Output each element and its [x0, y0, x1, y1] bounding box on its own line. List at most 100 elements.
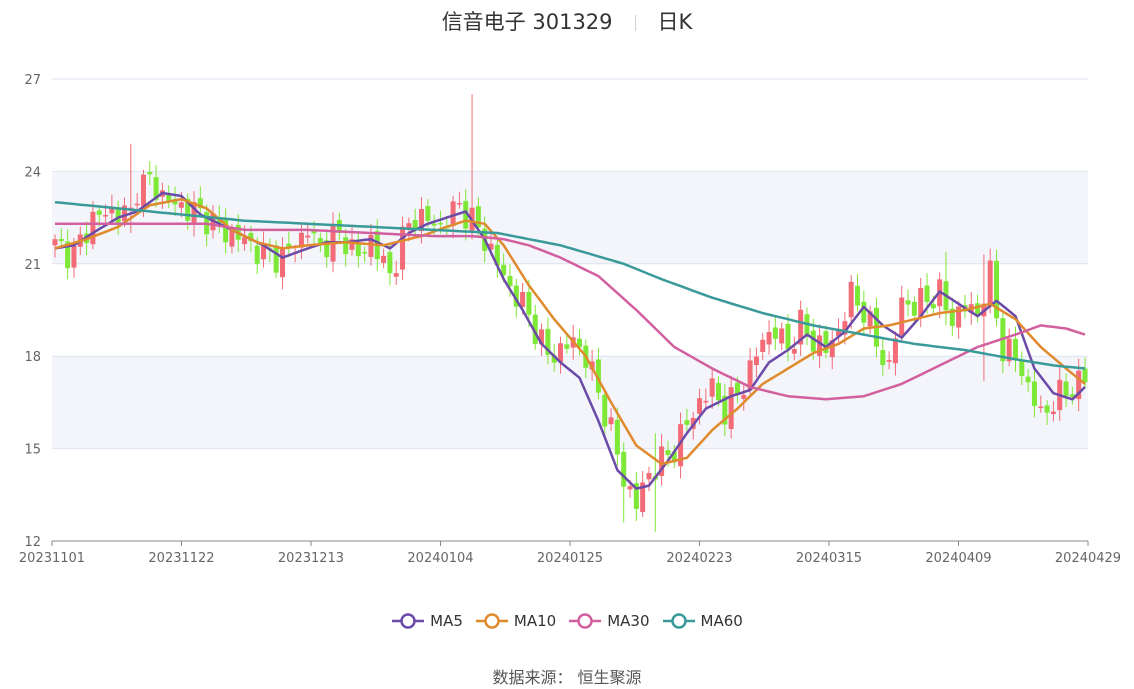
legend-label: MA5	[430, 612, 463, 630]
candle-up	[261, 243, 267, 260]
legend-marker-icon	[662, 613, 695, 629]
candle-down	[684, 420, 690, 425]
legend-item-ma5[interactable]: MA5	[391, 612, 463, 630]
candle-down	[551, 355, 557, 363]
source-label: 数据来源：	[492, 668, 573, 687]
candle-down	[65, 241, 71, 269]
candle-down	[501, 264, 507, 276]
candle-down	[96, 210, 102, 215]
y-tick-label: 18	[24, 350, 41, 365]
series-line-ma30	[55, 222, 1086, 401]
legend-label: MA10	[513, 612, 557, 630]
candle-up	[627, 486, 633, 490]
candle-up	[400, 226, 406, 270]
candle-up	[1076, 370, 1082, 400]
candle-down	[810, 330, 816, 352]
candle-down	[223, 218, 229, 243]
source-value: 恒生聚源	[577, 668, 642, 687]
candle-down	[355, 243, 361, 257]
candle-down	[431, 223, 437, 226]
candle-up	[1038, 406, 1044, 409]
candle-down	[671, 451, 677, 463]
candle-down	[147, 171, 153, 175]
candle-down	[880, 350, 886, 366]
candle-down	[545, 328, 551, 355]
candle-up	[899, 297, 905, 336]
candle-down	[855, 285, 861, 306]
candle-down	[153, 177, 159, 200]
candle-down	[324, 240, 330, 258]
candle-up	[867, 311, 873, 327]
candle-down	[273, 245, 279, 273]
candle-up	[242, 237, 248, 245]
candle-up	[229, 229, 235, 247]
candle-up	[450, 201, 456, 227]
candle-down	[475, 206, 481, 228]
legend-item-ma30[interactable]: MA30	[568, 612, 650, 630]
x-tick-label: 20240125	[537, 551, 603, 566]
candle-up	[842, 321, 848, 335]
candle-down	[785, 323, 791, 350]
candle-up	[349, 239, 355, 250]
legend-label: MA60	[700, 612, 743, 630]
candle-up	[728, 387, 734, 429]
candle-down	[248, 232, 254, 242]
candle-up	[608, 417, 614, 425]
legend: MA5 MA10 MA30 MA60	[0, 612, 1134, 634]
candle-up	[381, 255, 387, 263]
y-tick-label: 21	[24, 258, 41, 273]
candle-up	[456, 203, 462, 205]
candle-up	[122, 205, 128, 222]
candle-down	[387, 252, 393, 274]
candle-up	[488, 243, 494, 250]
candle-up	[109, 206, 115, 214]
candle-up	[640, 482, 646, 512]
candle-up	[520, 292, 526, 308]
legend-item-ma10[interactable]: MA10	[475, 612, 556, 630]
candle-up	[1050, 411, 1056, 415]
candle-down	[286, 243, 292, 249]
candle-up	[279, 248, 285, 278]
candle-up	[558, 343, 564, 362]
candle-up	[817, 335, 823, 357]
candle-down	[343, 237, 349, 255]
candle-up	[191, 202, 197, 225]
candle-up	[659, 446, 665, 477]
candle-down	[166, 193, 172, 203]
candle-down	[362, 252, 368, 254]
candle-down	[185, 198, 191, 221]
candle-down	[317, 238, 323, 245]
candle-up	[305, 235, 311, 238]
legend-item-ma60[interactable]: MA60	[662, 612, 743, 630]
candle-down	[526, 291, 532, 315]
candle-up	[836, 330, 842, 337]
candlesticks	[52, 94, 1088, 532]
x-tick-label: 20240429	[1055, 551, 1121, 566]
candle-down	[507, 275, 513, 287]
x-tick-label: 20240315	[796, 551, 862, 566]
candle-down	[425, 206, 431, 221]
candle-down	[1069, 394, 1075, 397]
candle-up	[848, 281, 854, 318]
candle-down	[924, 285, 930, 302]
candle-up	[798, 309, 804, 345]
candle-down	[254, 245, 260, 264]
candle-down	[633, 483, 639, 509]
candle-up	[956, 306, 962, 328]
candle-down	[311, 231, 317, 234]
candle-up	[747, 360, 753, 391]
candle-up	[368, 235, 374, 257]
candle-down	[532, 314, 538, 344]
candle-up	[779, 328, 785, 344]
candle-down	[1082, 368, 1088, 383]
candle-down	[595, 359, 601, 393]
candle-down	[58, 238, 64, 242]
x-tick-label: 20240409	[925, 551, 991, 566]
candle-up	[753, 356, 759, 366]
period-label: 日K	[657, 10, 693, 34]
candle-up	[52, 239, 58, 246]
series-line-ma60	[54, 200, 1086, 370]
x-tick-label: 20231101	[19, 551, 85, 566]
candle-down	[722, 395, 728, 425]
